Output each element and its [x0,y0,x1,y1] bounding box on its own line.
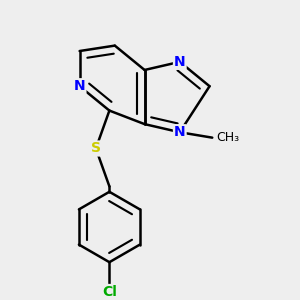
Text: N: N [74,79,85,93]
Text: S: S [91,142,101,155]
Text: Cl: Cl [102,285,117,299]
Text: N: N [174,125,186,139]
Text: CH₃: CH₃ [216,131,239,144]
Text: N: N [174,55,186,69]
